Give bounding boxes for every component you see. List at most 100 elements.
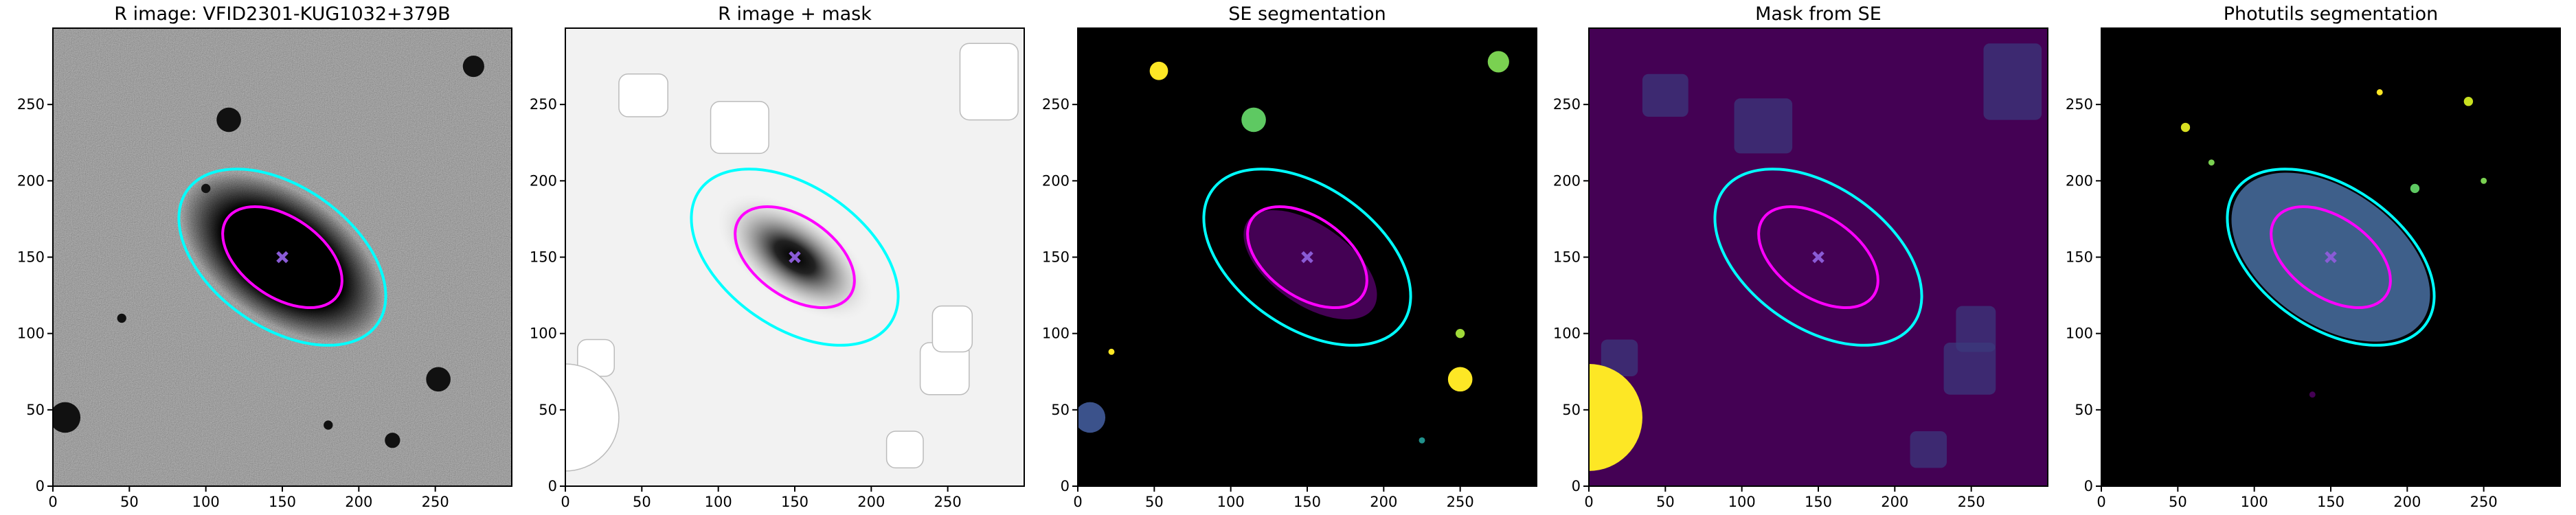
center-marker bbox=[1812, 251, 1824, 264]
y-tick-label: 0 bbox=[1572, 478, 1581, 494]
y-tick-label: 250 bbox=[17, 96, 45, 113]
y-tick-label: 0 bbox=[36, 478, 45, 494]
x-tick-label: 0 bbox=[561, 494, 569, 510]
y-tick-label: 50 bbox=[1051, 402, 1070, 418]
x-tick-label: 150 bbox=[2317, 494, 2345, 510]
segment bbox=[1447, 367, 1473, 392]
x-tick-label: 50 bbox=[1656, 494, 1675, 510]
aperture-ellipse bbox=[1757, 205, 1879, 310]
segment bbox=[1455, 328, 1465, 339]
y-tick-label: 100 bbox=[530, 325, 557, 342]
mask-region bbox=[1642, 73, 1688, 117]
mask-region bbox=[1956, 306, 1996, 352]
x-tick-label: 250 bbox=[934, 494, 962, 510]
mask-region bbox=[1589, 364, 1642, 471]
center-marker bbox=[276, 251, 289, 264]
mask-region bbox=[885, 431, 924, 469]
mask-region bbox=[1601, 339, 1638, 376]
x-tick-label: 250 bbox=[1958, 494, 1985, 510]
center-marker bbox=[789, 251, 801, 264]
x-tick-label: 150 bbox=[1293, 494, 1321, 510]
y-tick-label: 200 bbox=[1042, 172, 1070, 189]
x-tick-label: 150 bbox=[269, 494, 296, 510]
star bbox=[462, 55, 484, 78]
aperture-ellipse bbox=[1202, 168, 1412, 347]
aperture-ellipse bbox=[2226, 168, 2436, 347]
image bbox=[53, 28, 512, 486]
segment bbox=[2309, 391, 2316, 398]
aperture-ellipse bbox=[690, 168, 900, 347]
x-tick-label: 200 bbox=[2393, 494, 2421, 510]
x-tick-label: 150 bbox=[781, 494, 809, 510]
y-tick-label: 0 bbox=[2084, 478, 2093, 494]
y-tick-label: 250 bbox=[1553, 96, 1581, 113]
panel-title: Photutils segmentation bbox=[2224, 3, 2439, 25]
segment bbox=[2481, 177, 2487, 184]
x-tick-label: 100 bbox=[705, 494, 732, 510]
y-tick-label: 250 bbox=[2066, 96, 2093, 113]
panel: Mask from SE 0 50 100 150 200 250 0 50 100 150 200 2… bbox=[1553, 3, 2048, 510]
x-tick-label: 250 bbox=[422, 494, 449, 510]
x-tick-label: 0 bbox=[2097, 494, 2105, 510]
segment bbox=[1149, 61, 1168, 80]
center-marker bbox=[1301, 251, 1313, 264]
aperture-ellipse bbox=[1246, 205, 1368, 310]
segment bbox=[2208, 159, 2215, 166]
aperture-ellipse bbox=[734, 205, 856, 310]
aperture-ellipse bbox=[1713, 168, 1923, 347]
x-tick-label: 0 bbox=[48, 494, 57, 510]
y-tick-label: 250 bbox=[1042, 96, 1070, 113]
y-tick-label: 200 bbox=[17, 172, 45, 189]
x-tick-label: 250 bbox=[2470, 494, 2498, 510]
star bbox=[426, 367, 451, 392]
y-tick-label: 50 bbox=[539, 402, 557, 418]
y-tick-label: 150 bbox=[2066, 249, 2093, 266]
y-tick-label: 50 bbox=[2075, 402, 2093, 418]
segment bbox=[1241, 107, 1266, 133]
image bbox=[1589, 28, 2048, 486]
x-tick-label: 100 bbox=[192, 494, 220, 510]
x-tick-label: 100 bbox=[1728, 494, 1756, 510]
x-tick-label: 200 bbox=[1370, 494, 1397, 510]
x-tick-label: 50 bbox=[633, 494, 651, 510]
segment bbox=[1419, 437, 1425, 444]
segment bbox=[1108, 348, 1115, 355]
x-tick-label: 200 bbox=[345, 494, 372, 510]
image bbox=[565, 28, 1024, 486]
segment bbox=[2376, 89, 2383, 95]
segment bbox=[1243, 210, 1377, 320]
segment bbox=[1487, 51, 1509, 73]
star bbox=[201, 183, 211, 194]
mask-region bbox=[710, 100, 769, 154]
mask-region bbox=[931, 305, 973, 353]
y-tick-label: 200 bbox=[1553, 172, 1581, 189]
segment bbox=[2463, 97, 2474, 106]
panel-title: SE segmentation bbox=[1228, 3, 1386, 25]
x-tick-label: 0 bbox=[1584, 494, 1593, 510]
panel: R image: VFID2301-KUG1032+379B 0 50 100 150 2… bbox=[17, 3, 512, 510]
star bbox=[117, 313, 126, 323]
y-tick-label: 100 bbox=[17, 325, 45, 342]
y-tick-label: 100 bbox=[1042, 325, 1070, 342]
star bbox=[324, 420, 333, 430]
x-tick-label: 150 bbox=[1805, 494, 1832, 510]
image bbox=[2101, 28, 2560, 486]
y-tick-label: 150 bbox=[1553, 249, 1581, 266]
mask-region bbox=[1983, 43, 2042, 120]
x-tick-label: 100 bbox=[2241, 494, 2268, 510]
y-tick-label: 100 bbox=[1553, 325, 1581, 342]
x-tick-label: 50 bbox=[2169, 494, 2187, 510]
star bbox=[53, 402, 81, 433]
x-tick-label: 200 bbox=[857, 494, 885, 510]
x-tick-label: 50 bbox=[1145, 494, 1164, 510]
y-tick-label: 0 bbox=[1061, 478, 1070, 494]
x-tick-label: 250 bbox=[1447, 494, 1474, 510]
panel-title: R image: VFID2301-KUG1032+379B bbox=[114, 3, 450, 25]
aperture-ellipse bbox=[2270, 205, 2392, 310]
star bbox=[385, 433, 400, 448]
mask-region bbox=[618, 73, 668, 117]
panel: Photutils segmentation 0 50 100 150 200 250 0 50… bbox=[2066, 3, 2561, 510]
y-tick-label: 50 bbox=[26, 402, 45, 418]
x-tick-label: 50 bbox=[120, 494, 139, 510]
